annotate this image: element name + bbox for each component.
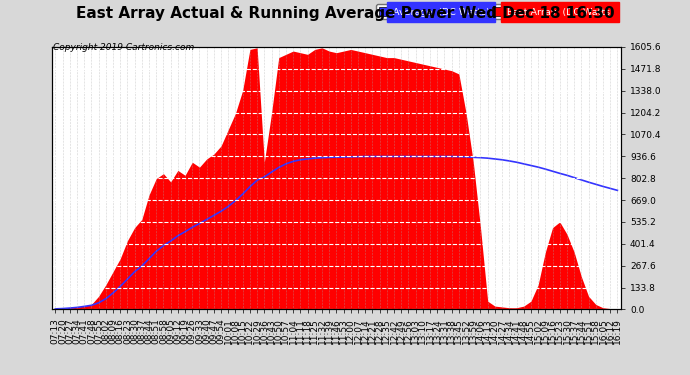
Legend: Average  (DC Watts), East Array  (DC Watts): Average (DC Watts), East Array (DC Watts… bbox=[376, 4, 616, 20]
Text: East Array Actual & Running Average Power Wed Dec 18 16:30: East Array Actual & Running Average Powe… bbox=[76, 6, 614, 21]
Text: Copyright 2019 Cartronics.com: Copyright 2019 Cartronics.com bbox=[53, 43, 195, 52]
